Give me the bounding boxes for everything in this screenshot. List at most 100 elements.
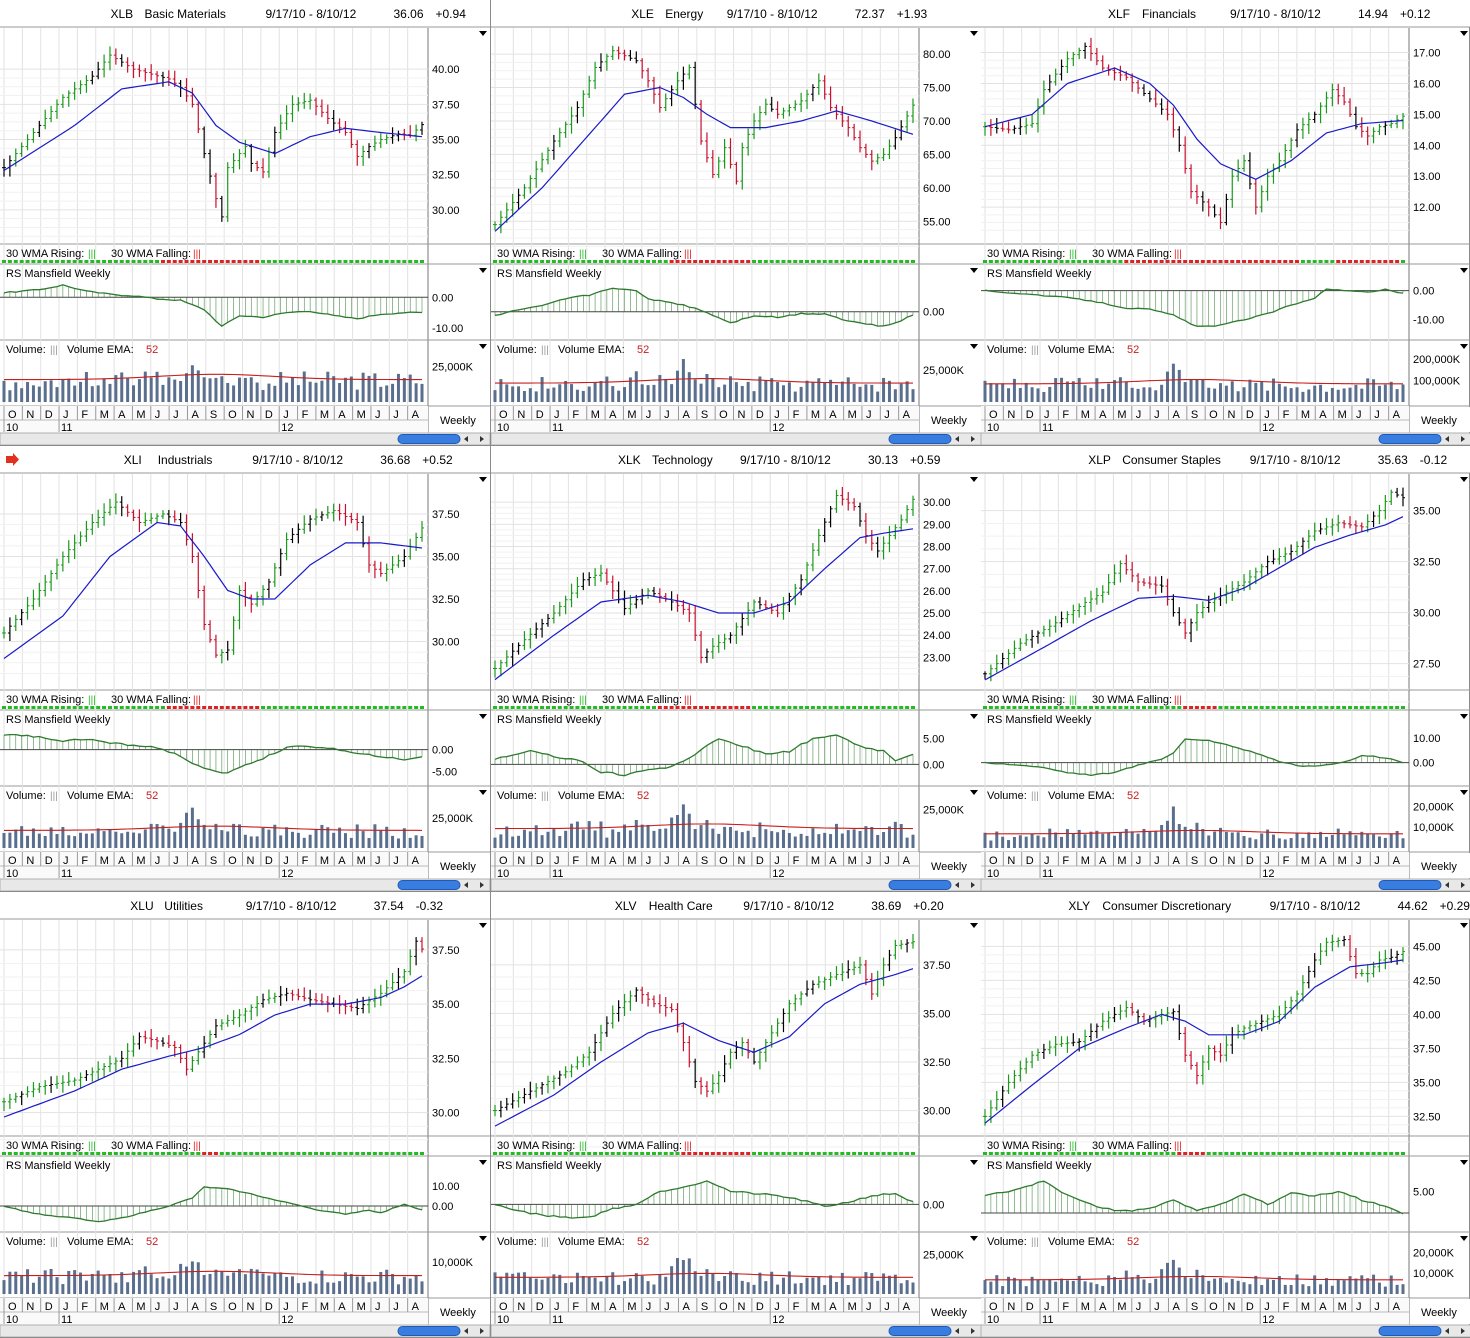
price-bar	[1395, 950, 1400, 965]
timeline-scrollbar[interactable]	[0, 1324, 490, 1337]
chart-panel-xle[interactable]: XLE Energy 9/17/10 - 8/10/12 72.37 +1.93 55.0…	[491, 0, 982, 446]
rs-menu-icon[interactable]	[1460, 268, 1468, 273]
panel-menu-icon[interactable]	[970, 31, 978, 36]
scrollbar-thumb[interactable]	[1378, 880, 1442, 890]
chart-panel-xlp[interactable]: XLP Consumer Staples 9/17/10 - 8/10/12 35.6…	[981, 446, 1470, 892]
scroll-right-icon[interactable]	[1461, 882, 1465, 888]
volume-menu-icon[interactable]	[479, 1236, 487, 1241]
rs-menu-icon[interactable]	[1460, 1160, 1468, 1165]
price-bar	[378, 984, 383, 1006]
scroll-right-icon[interactable]	[971, 1328, 975, 1334]
wma-status-dot	[1283, 260, 1288, 263]
scrollbar-thumb[interactable]	[888, 434, 952, 444]
scroll-right-icon[interactable]	[971, 436, 975, 442]
scroll-right-icon[interactable]	[480, 436, 484, 442]
chart-panel-xlf[interactable]: XLF Financials 9/17/10 - 8/10/12 14.94 +0.12…	[981, 0, 1470, 446]
price-bar	[243, 581, 248, 607]
scroll-left-icon[interactable]	[955, 882, 959, 888]
scroll-left-icon[interactable]	[464, 882, 468, 888]
scroll-right-icon[interactable]	[1461, 1328, 1465, 1334]
panel-menu-icon[interactable]	[479, 923, 487, 928]
rs-menu-icon[interactable]	[479, 1160, 487, 1165]
scroll-left-icon[interactable]	[464, 436, 468, 442]
volume-bar	[126, 377, 130, 402]
volume-menu-icon[interactable]	[970, 1236, 978, 1241]
scroll-left-icon[interactable]	[464, 1328, 468, 1334]
timeline-scrollbar[interactable]	[981, 1324, 1470, 1337]
volume-bar	[899, 383, 903, 402]
wma-status-dot	[634, 706, 639, 709]
chart-panel-xlb[interactable]: XLB Basic Materials 9/17/10 - 8/10/12 36.06…	[0, 0, 491, 446]
month-label: M	[136, 855, 145, 867]
wma-status-dot	[1018, 706, 1023, 709]
volume-ema-line	[3, 1270, 422, 1277]
flag-arrow-icon[interactable]	[6, 453, 19, 466]
rs-menu-icon[interactable]	[479, 714, 487, 719]
timeline-scrollbar[interactable]	[0, 432, 490, 445]
price-bar	[278, 548, 283, 576]
price-bar	[893, 129, 898, 150]
price-bar	[669, 1003, 674, 1013]
chart-panel-xli[interactable]: XLI Industrials 9/17/10 - 8/10/12 36.68 +0.5…	[0, 446, 491, 892]
panel-menu-icon[interactable]	[970, 923, 978, 928]
rs-menu-icon[interactable]	[970, 268, 978, 273]
wma-status-dot	[1277, 260, 1282, 263]
scroll-right-icon[interactable]	[1461, 436, 1465, 442]
volume-menu-icon[interactable]	[970, 790, 978, 795]
wma-status-dot	[616, 706, 621, 709]
volume-bar	[1307, 389, 1311, 402]
scrollbar-thumb[interactable]	[397, 1326, 461, 1336]
volume-menu-icon[interactable]	[1460, 1236, 1468, 1241]
timeline-scrollbar[interactable]	[491, 1324, 981, 1337]
scroll-left-icon[interactable]	[1445, 1328, 1449, 1334]
scrollbar-thumb[interactable]	[1378, 1326, 1442, 1336]
scroll-left-icon[interactable]	[1445, 882, 1449, 888]
wma-status-dot	[657, 260, 662, 263]
panel-menu-icon[interactable]	[970, 477, 978, 482]
timeline-scrollbar[interactable]	[491, 432, 981, 445]
volume-menu-icon[interactable]	[1460, 344, 1468, 349]
timeline-scrollbar[interactable]	[981, 878, 1470, 891]
scroll-left-icon[interactable]	[955, 436, 959, 442]
scroll-left-icon[interactable]	[1445, 436, 1449, 442]
scrollbar-thumb[interactable]	[1378, 434, 1442, 444]
chart-panel-xlk[interactable]: XLK Technology 9/17/10 - 8/10/12 30.13 +0.59…	[491, 446, 982, 892]
price-bar	[710, 637, 715, 659]
price-tick-label: 70.00	[923, 116, 951, 128]
timeline-scrollbar[interactable]	[491, 878, 981, 891]
scroll-right-icon[interactable]	[480, 882, 484, 888]
rs-menu-icon[interactable]	[479, 268, 487, 273]
panel-menu-icon[interactable]	[1460, 923, 1468, 928]
rs-menu-icon[interactable]	[1460, 714, 1468, 719]
scrollbar-thumb[interactable]	[888, 1326, 952, 1336]
volume-menu-icon[interactable]	[479, 790, 487, 795]
rs-menu-icon[interactable]	[970, 1160, 978, 1165]
price-bar	[1106, 1011, 1111, 1029]
panel-menu-icon[interactable]	[479, 31, 487, 36]
scrollbar-thumb[interactable]	[397, 880, 461, 890]
volume-menu-icon[interactable]	[479, 344, 487, 349]
panel-menu-icon[interactable]	[479, 477, 487, 482]
month-label: O	[1209, 1301, 1218, 1313]
volume-bar	[1330, 834, 1334, 848]
scrollbar-thumb[interactable]	[888, 880, 952, 890]
title-bar	[491, 0, 981, 27]
timeline-scrollbar[interactable]	[0, 878, 490, 891]
chart-panel-xlv[interactable]: XLV Health Care 9/17/10 - 8/10/12 38.69 +0.2…	[491, 892, 982, 1338]
panel-menu-icon[interactable]	[1460, 477, 1468, 482]
price-bar	[1183, 136, 1188, 174]
wma-status-dot	[540, 706, 545, 709]
rs-menu-icon[interactable]	[970, 714, 978, 719]
chart-panel-xly[interactable]: XLY Consumer Discretionary 9/17/10 - 8/10/…	[981, 892, 1470, 1338]
scrollbar-thumb[interactable]	[397, 434, 461, 444]
volume-bar	[1277, 838, 1281, 848]
panel-menu-icon[interactable]	[1460, 31, 1468, 36]
scroll-left-icon[interactable]	[955, 1328, 959, 1334]
volume-bar	[493, 1272, 497, 1294]
timeline-scrollbar[interactable]	[981, 432, 1470, 445]
scroll-right-icon[interactable]	[480, 1328, 484, 1334]
volume-menu-icon[interactable]	[1460, 790, 1468, 795]
volume-menu-icon[interactable]	[970, 344, 978, 349]
chart-panel-xlu[interactable]: XLU Utilities 9/17/10 - 8/10/12 37.54 -0.32 3…	[0, 892, 491, 1338]
scroll-right-icon[interactable]	[971, 882, 975, 888]
